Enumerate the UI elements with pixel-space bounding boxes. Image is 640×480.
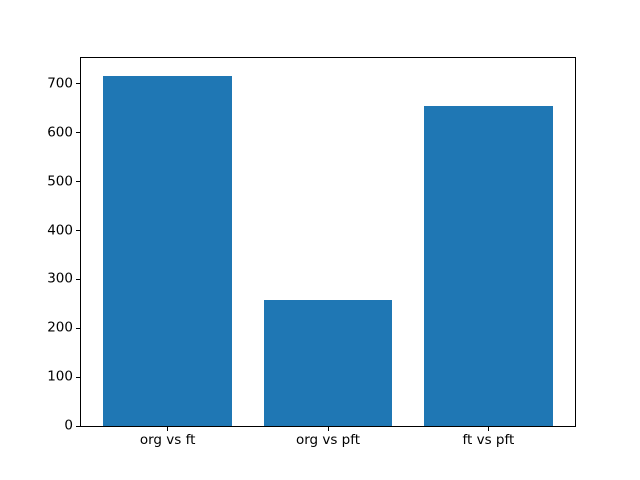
y-tick-mark <box>76 83 80 85</box>
x-tick-mark <box>487 427 489 431</box>
y-tick-mark <box>76 230 80 231</box>
y-tick-mark <box>76 132 80 134</box>
y-tick-mark <box>76 181 80 183</box>
y-tick-mark <box>76 425 80 427</box>
bar-org-vs-pft <box>263 300 393 426</box>
y-tick-mark <box>76 278 80 280</box>
y-tick-label: 500 <box>47 172 73 189</box>
y-tick-label: 300 <box>47 270 73 287</box>
y-tick-label: 0 <box>64 417 73 434</box>
bar-ft-vs-pft <box>424 105 553 426</box>
y-tick-label: 200 <box>47 319 73 336</box>
y-tick-mark <box>76 327 80 329</box>
y-tick-label: 600 <box>47 124 73 141</box>
x-tick-mark <box>167 427 169 431</box>
x-tick-mark <box>327 427 329 431</box>
bar-org-vs-ft <box>103 75 232 426</box>
x-tick-label: org vs pft <box>295 432 361 448</box>
y-tick-label: 400 <box>47 221 73 238</box>
y-tick-label: 100 <box>47 368 73 385</box>
plot-area: 0 100 200 300 400 500 600 700 org vs ft org vs pf… <box>47 57 576 447</box>
y-tick-label: 700 <box>47 75 73 92</box>
x-tick-label: ft vs pft <box>462 432 515 448</box>
x-tick-label: org vs ft <box>139 432 196 448</box>
y-tick-mark <box>76 376 80 378</box>
